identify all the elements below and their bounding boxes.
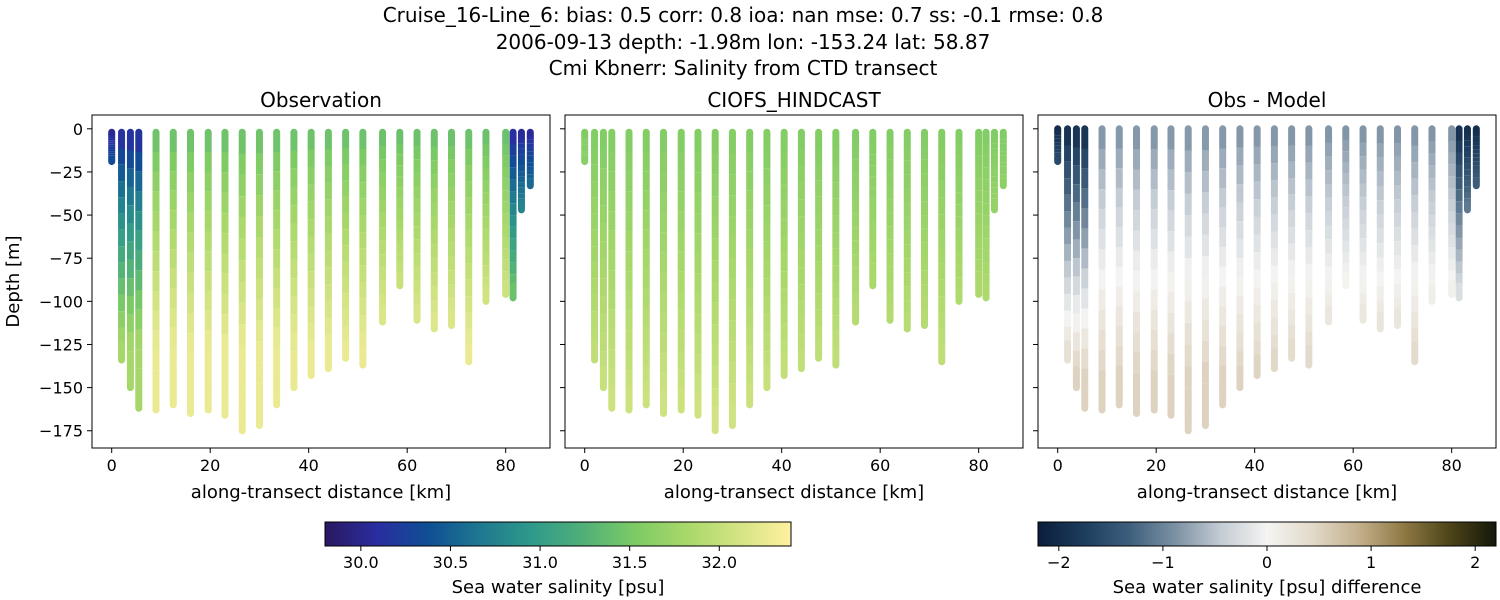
x-tick-label: 20 bbox=[673, 456, 693, 475]
colorbar-tick-label: −1 bbox=[1151, 553, 1175, 572]
x-tick-label: 40 bbox=[299, 456, 319, 475]
figure-title-line1: Cruise_16-Line_6: bias: 0.5 corr: 0.8 io… bbox=[383, 3, 1104, 27]
colorbar-gradient bbox=[324, 521, 792, 547]
x-tick-label: 80 bbox=[968, 456, 988, 475]
difference-panel: Obs - Model 0 20 40 60 80 along-transect dista… bbox=[1033, 88, 1497, 503]
observation-panel: Observation 0 20 40 60 80 0 −25 −50 −75 −100 −125 −1… bbox=[3, 88, 551, 503]
x-tick-label: 60 bbox=[870, 456, 890, 475]
panel-title: Obs - Model bbox=[1208, 88, 1327, 112]
y-tick-label: −125 bbox=[39, 335, 83, 354]
figure-title-line2: 2006-09-13 depth: -1.98m lon: -153.24 la… bbox=[496, 30, 991, 54]
x-tick-label: 0 bbox=[580, 456, 590, 475]
x-axis-label: along-transect distance [km] bbox=[664, 482, 924, 503]
x-tick-label: 40 bbox=[772, 456, 792, 475]
y-tick-label: −75 bbox=[49, 249, 83, 268]
colorbar-tick-label: 0 bbox=[1262, 553, 1272, 572]
x-axis-label: along-transect distance [km] bbox=[191, 482, 451, 503]
y-tick-label: −100 bbox=[39, 292, 83, 311]
plot-frame bbox=[1037, 114, 1497, 449]
y-tick-label: 0 bbox=[73, 120, 83, 139]
x-tick-label: 60 bbox=[397, 456, 417, 475]
x-tick-label: 20 bbox=[200, 456, 220, 475]
x-tick-label: 0 bbox=[1053, 456, 1063, 475]
plot-frame bbox=[564, 114, 1024, 449]
colorbar-tick-label: 1 bbox=[1366, 553, 1376, 572]
colorbar-tick-label: 30.5 bbox=[433, 553, 469, 572]
salinity-colorbar: 30.0 30.5 31.0 31.5 32.0 Sea water salinity [… bbox=[324, 521, 792, 598]
panel-title: Observation bbox=[260, 88, 382, 112]
y-tick-label: −25 bbox=[49, 163, 83, 182]
model-panel: CIOFS_HINDCAST 0 20 40 60 80 along-transect di… bbox=[560, 88, 1024, 503]
x-axis-label: along-transect distance [km] bbox=[1137, 482, 1397, 503]
y-axis-label: Depth [m] bbox=[3, 235, 24, 327]
colorbar-tick-label: 2 bbox=[1470, 553, 1480, 572]
y-tick-label: −50 bbox=[49, 206, 83, 225]
x-tick-label: 40 bbox=[1245, 456, 1265, 475]
colorbar-label: Sea water salinity [psu] bbox=[452, 577, 665, 598]
colorbar-tick-label: −2 bbox=[1047, 553, 1071, 572]
x-tick-label: 80 bbox=[495, 456, 515, 475]
colorbar-tick-label: 31.5 bbox=[612, 553, 648, 572]
difference-colorbar: −2 −1 0 1 2 Sea water salinity [psu] differen… bbox=[1037, 521, 1497, 598]
figure-title-line3: Cmi Kbnerr: Salinity from CTD transect bbox=[549, 56, 938, 80]
y-tick-label: −150 bbox=[39, 379, 83, 398]
colorbar-label: Sea water salinity [psu] difference bbox=[1113, 577, 1422, 598]
colorbar-gradient bbox=[1037, 521, 1497, 547]
y-tick-label: −175 bbox=[39, 422, 83, 441]
x-tick-label: 80 bbox=[1441, 456, 1461, 475]
panel-title: CIOFS_HINDCAST bbox=[707, 88, 881, 112]
x-tick-label: 0 bbox=[107, 456, 117, 475]
colorbar-tick-label: 30.0 bbox=[343, 553, 379, 572]
plot-frame bbox=[91, 114, 551, 449]
x-tick-label: 60 bbox=[1343, 456, 1363, 475]
x-tick-label: 20 bbox=[1146, 456, 1166, 475]
colorbar-tick-label: 32.0 bbox=[701, 553, 737, 572]
colorbar-tick-label: 31.0 bbox=[522, 553, 558, 572]
